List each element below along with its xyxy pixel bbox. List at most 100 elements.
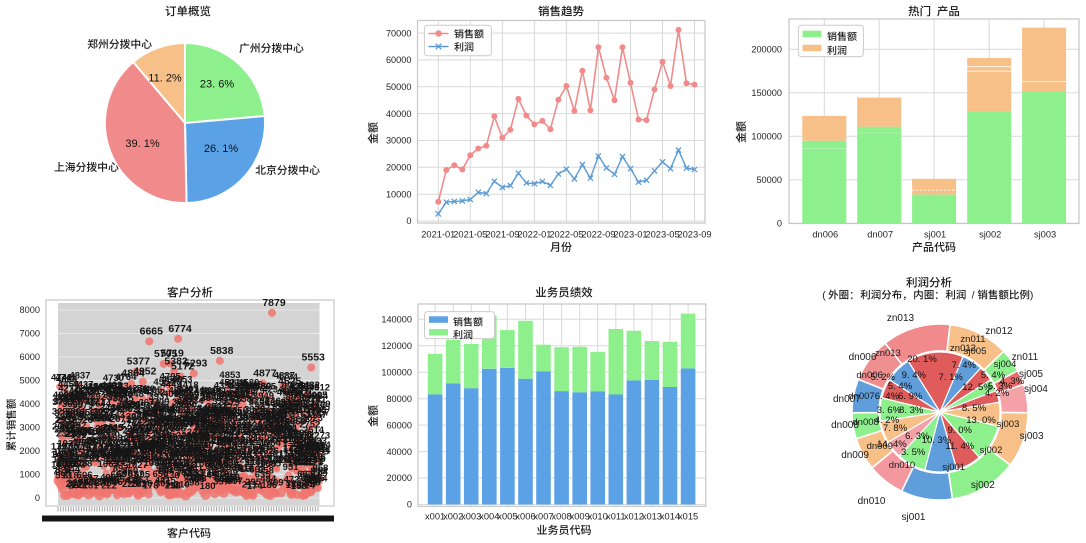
svg-text:4205: 4205 <box>141 385 163 396</box>
svg-text:2517: 2517 <box>214 425 235 436</box>
svg-text:2448: 2448 <box>129 427 150 438</box>
svg-text:dn006: dn006 <box>856 370 882 381</box>
svg-text:3155: 3155 <box>200 410 222 421</box>
svg-text:2343: 2343 <box>291 429 312 440</box>
svg-text:3712: 3712 <box>280 397 301 408</box>
svg-text:3110: 3110 <box>265 411 286 422</box>
svg-text:461: 461 <box>102 474 119 485</box>
svg-text:1255: 1255 <box>197 455 219 466</box>
svg-text:3591: 3591 <box>119 400 141 411</box>
svg-text:1589: 1589 <box>182 447 203 458</box>
svg-text:1627: 1627 <box>242 446 263 457</box>
svg-text:4363: 4363 <box>235 382 256 393</box>
svg-text:4143: 4143 <box>194 387 215 398</box>
svg-text:2072: 2072 <box>91 435 112 446</box>
svg-text:1687: 1687 <box>296 444 317 455</box>
svg-text:4175: 4175 <box>107 386 129 397</box>
svg-text:2807: 2807 <box>173 418 194 429</box>
svg-text:1572: 1572 <box>171 447 192 458</box>
svg-text:2971: 2971 <box>110 414 132 425</box>
svg-text:198: 198 <box>165 481 181 492</box>
svg-text:3642: 3642 <box>287 398 308 409</box>
svg-text:2032: 2032 <box>86 436 107 447</box>
svg-text:3723: 3723 <box>212 397 233 408</box>
svg-text:1271: 1271 <box>60 454 82 465</box>
svg-text:x002: x002 <box>443 512 463 522</box>
svg-text:1626: 1626 <box>258 446 279 457</box>
svg-text:1328: 1328 <box>95 453 116 464</box>
svg-text:140000: 140000 <box>381 315 412 325</box>
svg-text:1719: 1719 <box>283 444 304 455</box>
svg-text:sj004: sj004 <box>1024 384 1048 395</box>
svg-text:3203: 3203 <box>212 409 233 420</box>
svg-text:3018: 3018 <box>185 413 206 424</box>
svg-text:1024: 1024 <box>168 460 190 471</box>
svg-text:3350: 3350 <box>227 405 248 416</box>
svg-text:257: 257 <box>302 479 318 490</box>
svg-text:1585: 1585 <box>109 447 131 458</box>
svg-text:1676: 1676 <box>140 445 161 456</box>
svg-text:2444: 2444 <box>213 427 235 438</box>
svg-text:3134: 3134 <box>266 410 288 421</box>
svg-text:1880: 1880 <box>193 440 214 451</box>
svg-text:1892: 1892 <box>172 440 193 451</box>
svg-text:1691: 1691 <box>230 444 252 455</box>
svg-text:2580: 2580 <box>127 423 148 434</box>
svg-text:2478: 2478 <box>147 426 168 437</box>
svg-text:3175: 3175 <box>63 409 85 420</box>
svg-text:635: 635 <box>255 470 272 481</box>
svg-text:1959: 1959 <box>186 438 207 449</box>
svg-text:2266: 2266 <box>151 431 172 442</box>
svg-text:sj005: sj005 <box>964 346 987 357</box>
svg-text:dn008: dn008 <box>831 420 859 431</box>
svg-text:517: 517 <box>83 473 99 484</box>
svg-text:1548: 1548 <box>192 448 213 459</box>
svg-text:1644: 1644 <box>309 445 331 456</box>
svg-text:4. 2%: 4. 2% <box>875 415 900 426</box>
svg-text:4103: 4103 <box>277 388 298 399</box>
svg-text:3903: 3903 <box>72 392 93 403</box>
svg-text:844: 844 <box>159 466 176 477</box>
svg-text:4005: 4005 <box>306 390 328 401</box>
svg-text:2514: 2514 <box>303 425 325 436</box>
svg-text:7000: 7000 <box>20 329 40 339</box>
svg-text:3609: 3609 <box>62 399 83 410</box>
svg-text:3394: 3394 <box>153 404 175 415</box>
svg-text:2022-01: 2022-01 <box>517 230 551 240</box>
svg-text:4175: 4175 <box>280 386 302 397</box>
svg-text:1016: 1016 <box>219 460 240 471</box>
svg-text:848: 848 <box>310 466 326 477</box>
svg-text:3444: 3444 <box>154 403 176 414</box>
svg-text:1086: 1086 <box>207 459 228 470</box>
svg-text:1766: 1766 <box>133 443 154 454</box>
svg-text:2645: 2645 <box>195 422 217 433</box>
svg-text:2023-05: 2023-05 <box>645 230 679 240</box>
svg-text:3223: 3223 <box>55 408 76 419</box>
svg-text:763: 763 <box>53 467 69 478</box>
svg-text:1394: 1394 <box>296 451 318 462</box>
svg-text:3002: 3002 <box>184 413 205 424</box>
svg-text:3215: 3215 <box>203 408 225 419</box>
svg-text:2266: 2266 <box>191 431 212 442</box>
svg-text:370: 370 <box>100 476 116 487</box>
svg-text:1927: 1927 <box>107 439 128 450</box>
svg-text:174: 174 <box>247 481 264 492</box>
svg-text:dn008: dn008 <box>852 417 878 428</box>
svg-text:3163: 3163 <box>290 410 311 421</box>
svg-text:690: 690 <box>117 469 133 480</box>
svg-text:718: 718 <box>201 468 217 479</box>
svg-text:1563: 1563 <box>221 447 242 458</box>
svg-text:9. 0%: 9. 0% <box>948 425 973 436</box>
svg-text:2073: 2073 <box>267 435 288 446</box>
svg-text:2507: 2507 <box>212 425 233 436</box>
svg-text:2273: 2273 <box>309 431 330 442</box>
svg-text:3257: 3257 <box>309 407 330 418</box>
svg-text:2745: 2745 <box>265 420 287 431</box>
svg-text:2385: 2385 <box>288 428 310 439</box>
svg-text:3997: 3997 <box>103 390 124 401</box>
svg-text:1161: 1161 <box>58 457 79 468</box>
svg-text:1113: 1113 <box>68 458 88 469</box>
svg-text:3591: 3591 <box>120 400 142 411</box>
svg-text:1432: 1432 <box>242 450 263 461</box>
svg-text:1110: 1110 <box>55 458 75 469</box>
